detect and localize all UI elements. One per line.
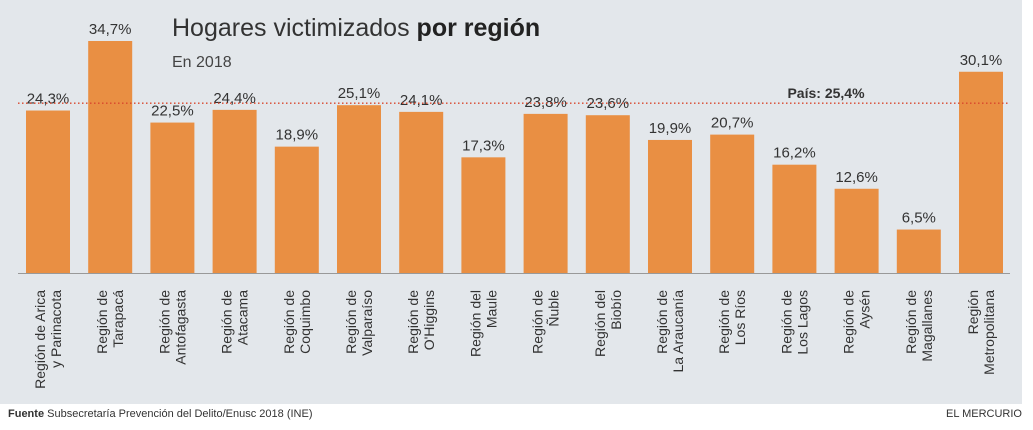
category-label: Región de	[405, 290, 421, 354]
reference-label: País: 25,4%	[787, 85, 865, 101]
category-label: y Parinacota	[48, 290, 64, 368]
value-label: 20,7%	[711, 115, 754, 132]
bar	[88, 41, 133, 273]
value-label: 18,9%	[276, 127, 319, 144]
category-label: Aysén	[857, 290, 873, 329]
value-label: 16,2%	[773, 145, 816, 162]
value-label: 34,7%	[89, 21, 132, 38]
category-label: Región de	[903, 290, 919, 354]
value-label: 12,6%	[835, 169, 878, 186]
value-label: 25,1%	[338, 85, 381, 102]
bar	[710, 134, 755, 273]
category-label: Tarapacá	[110, 290, 126, 348]
value-label: 6,5%	[902, 210, 936, 227]
source-label: Fuente	[8, 408, 44, 420]
category-label: Atacama	[235, 290, 251, 345]
bar	[834, 188, 879, 273]
category-label: Región de	[219, 290, 235, 354]
bar	[274, 146, 319, 273]
category-label: O'Higgins	[421, 290, 437, 350]
value-label: 17,3%	[462, 137, 505, 154]
bar	[150, 122, 195, 274]
category-label: Región de	[156, 290, 172, 354]
category-label: Región del	[592, 290, 608, 357]
chart-title: Hogares victimizados por región	[172, 14, 540, 42]
bar	[648, 139, 692, 273]
value-label: 23,8%	[524, 94, 567, 111]
category-label: Región de	[94, 290, 110, 354]
category-label: Región de Arica	[32, 290, 48, 389]
category-label: Biobío	[608, 290, 624, 330]
value-label: 24,4%	[213, 90, 256, 107]
category-label: Región	[965, 290, 981, 334]
category-label: Metropolitana	[981, 290, 997, 375]
category-label: Antofagasta	[172, 290, 188, 365]
category-label: Coquimbo	[297, 290, 313, 354]
category-label: Magallanes	[919, 290, 935, 362]
title-regular: Hogares victimizados	[172, 14, 410, 42]
value-label: 24,3%	[27, 91, 70, 108]
source-text: Subsecretaría Prevención del Delito/Enus…	[47, 408, 312, 420]
category-label: Región de	[716, 290, 732, 354]
category-label: Región de	[343, 290, 359, 354]
category-label: Región de	[841, 290, 857, 354]
category-label: Región del	[467, 290, 483, 357]
bar	[337, 105, 381, 273]
category-label: Región de	[654, 290, 670, 354]
bar	[585, 115, 630, 273]
value-label: 30,1%	[960, 52, 1003, 69]
bar	[212, 109, 257, 273]
chart-subtitle: En 2018	[172, 54, 232, 71]
category-label: Región de	[530, 290, 546, 354]
title-bold: por región	[417, 14, 541, 42]
category-label: Región de	[281, 290, 297, 354]
category-label: Maule	[483, 290, 499, 328]
bar	[399, 111, 444, 273]
category-label: Ñuble	[546, 290, 562, 327]
bar	[772, 164, 817, 273]
category-label: Los Lagos	[794, 290, 810, 355]
category-label: La Araucanía	[670, 290, 686, 373]
value-label: 24,1%	[400, 92, 443, 109]
category-label: Región de	[778, 290, 794, 354]
value-label: 22,5%	[151, 103, 194, 120]
value-label: 19,9%	[649, 120, 692, 137]
bar	[26, 110, 70, 273]
value-label: 23,6%	[587, 95, 630, 112]
bar	[461, 157, 506, 273]
bar	[896, 229, 941, 273]
bar	[523, 113, 568, 273]
bar	[959, 71, 1003, 274]
category-label: Los Ríos	[732, 290, 748, 345]
footer-source: Fuente Subsecretaría Prevención del Deli…	[8, 408, 312, 420]
footer-brand: EL MERCURIO	[946, 408, 1022, 420]
category-label: Valparaíso	[359, 290, 375, 356]
